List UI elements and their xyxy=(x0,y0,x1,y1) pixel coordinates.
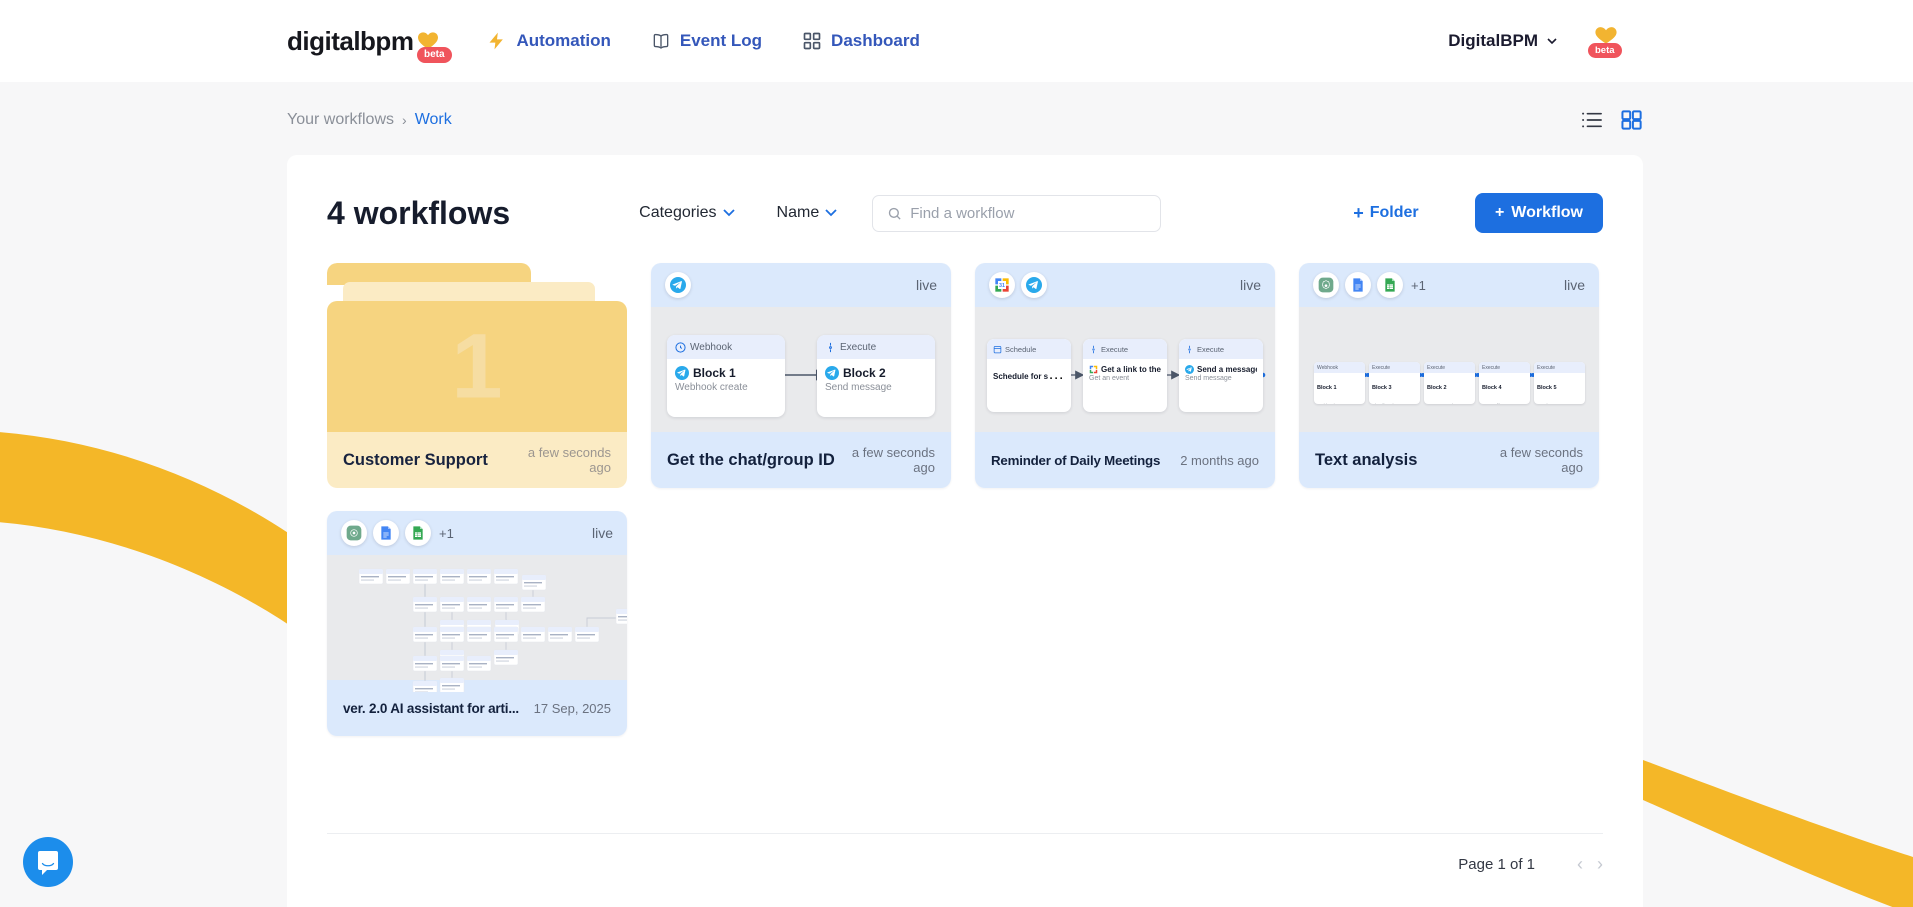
svg-text:31: 31 xyxy=(999,283,1005,289)
